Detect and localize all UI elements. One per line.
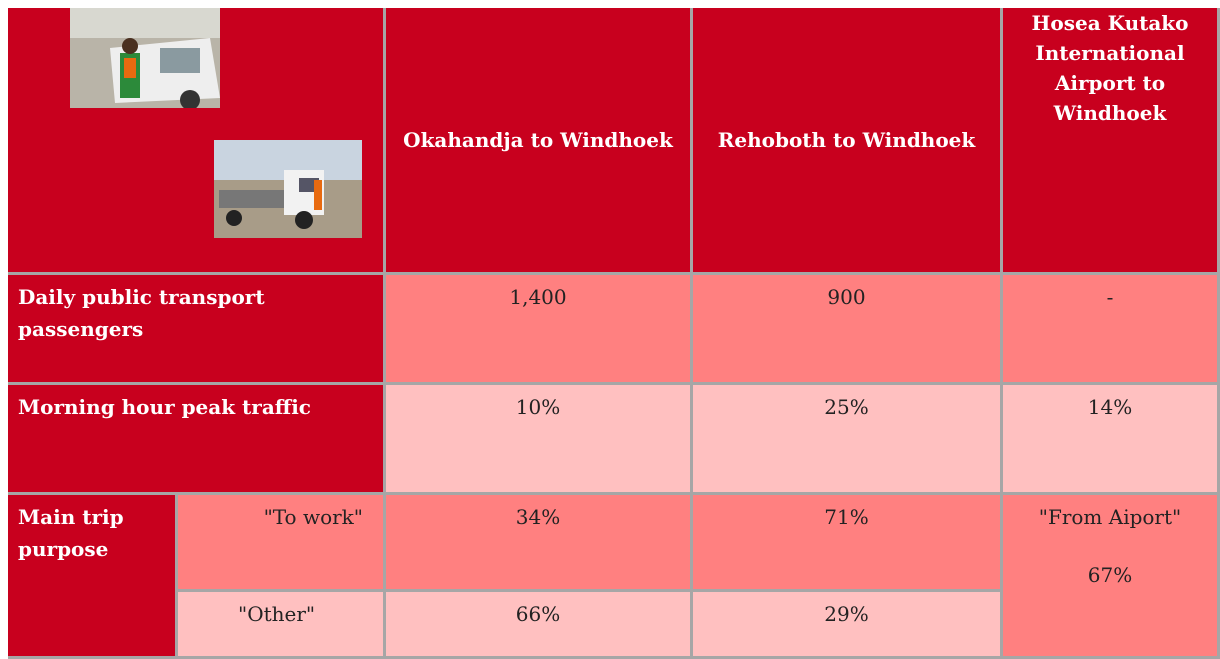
merged-value: 67% xyxy=(1087,563,1133,587)
sub-label: "Other" xyxy=(178,592,386,659)
photo-truck xyxy=(214,140,362,238)
sub-label: "To work" xyxy=(178,495,386,592)
cell: 14% xyxy=(1003,385,1220,495)
cell: 25% xyxy=(693,385,1003,495)
cell: 900 xyxy=(693,275,1003,385)
cell: - xyxy=(1003,275,1220,385)
merged-label: "From Aiport" xyxy=(1038,505,1182,529)
row-label: Morning hour peak traffic xyxy=(8,385,386,495)
row-label: Main trip purpose xyxy=(8,495,178,659)
cell: 71% xyxy=(693,495,1003,592)
cell: 10% xyxy=(386,385,693,495)
photo-car xyxy=(70,8,220,108)
cell: 29% xyxy=(693,592,1003,659)
column-header: Okahandja to Windhoek xyxy=(386,8,693,275)
cell: 66% xyxy=(386,592,693,659)
row-label: Daily public transport passengers xyxy=(8,275,386,385)
cell: 34% xyxy=(386,495,693,592)
cell: 1,400 xyxy=(386,275,693,385)
merged-cell: "From Aiport" 67% xyxy=(1003,495,1220,659)
header-image-cell xyxy=(8,8,386,275)
column-header: Rehoboth to Windhoek xyxy=(693,8,1003,275)
column-header: Hosea Kutako International Airport to Wi… xyxy=(1003,8,1220,275)
